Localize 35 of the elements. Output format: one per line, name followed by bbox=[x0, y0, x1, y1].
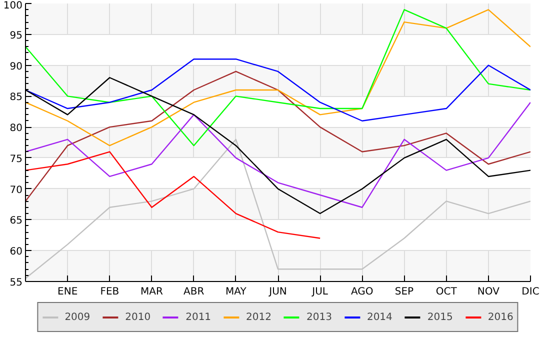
x-tick-label: SEP bbox=[394, 286, 414, 298]
legend-label: 2014 bbox=[366, 312, 392, 322]
line-series bbox=[26, 138, 530, 280]
x-tick-label: NOV bbox=[477, 286, 500, 298]
y-tick-label: 75 bbox=[10, 154, 23, 165]
x-tick-label: ABR bbox=[184, 286, 204, 298]
y-tick-label: 85 bbox=[10, 92, 23, 104]
y-tick-label: 70 bbox=[10, 184, 23, 196]
legend-label: 2013 bbox=[306, 312, 332, 322]
legend-label: 2012 bbox=[246, 312, 272, 322]
legend-label: 2016 bbox=[488, 312, 514, 322]
x-tick-label: JUN bbox=[268, 286, 287, 298]
legend-label: 2015 bbox=[427, 312, 453, 322]
x-tick-label: AGO bbox=[351, 286, 374, 298]
legend-label: 2010 bbox=[125, 312, 151, 322]
x-tick-label: ENE bbox=[58, 286, 78, 298]
y-tick-label: 60 bbox=[10, 246, 23, 258]
legend-label: 2011 bbox=[186, 312, 212, 322]
x-tick-label: DIC bbox=[522, 286, 540, 298]
y-tick-label: 80 bbox=[10, 123, 23, 134]
x-tick-label: OCT bbox=[436, 286, 458, 298]
legend-label: 2009 bbox=[64, 312, 90, 322]
x-tick-label: FEB bbox=[100, 286, 120, 298]
y-tick-label: 100 bbox=[3, 0, 23, 12]
line-series bbox=[26, 151, 321, 239]
line-series bbox=[26, 102, 530, 208]
x-tick-label: JUL bbox=[311, 286, 328, 298]
y-tick-label: 95 bbox=[10, 30, 23, 42]
line-series bbox=[26, 58, 530, 122]
y-tick-label: 55 bbox=[10, 278, 23, 288]
x-tick-label: MAR bbox=[140, 286, 164, 298]
line-series bbox=[26, 9, 530, 146]
x-tick-label: MAY bbox=[226, 286, 248, 298]
y-tick-label: 65 bbox=[10, 216, 23, 227]
y-tick-label: 90 bbox=[10, 61, 23, 72]
